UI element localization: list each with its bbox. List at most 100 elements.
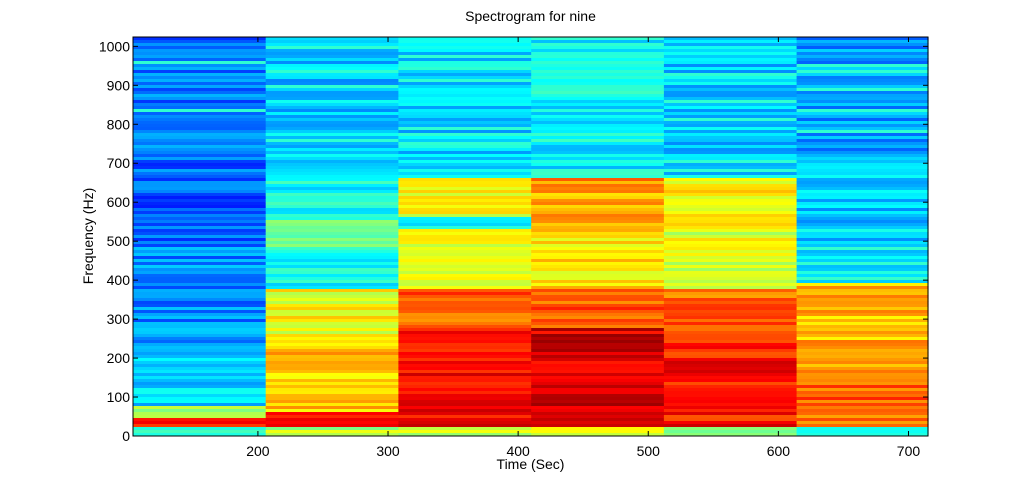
x-axis: 200 300 400 500 600 700 <box>246 37 920 459</box>
spectrogram-cell-seg5 <box>796 280 929 284</box>
spectrogram-cell-seg3 <box>531 298 665 302</box>
spectrogram-cell-seg1 <box>265 232 399 236</box>
spectrogram-cell-seg2 <box>398 70 532 74</box>
spectrogram-cell-seg5 <box>796 37 929 41</box>
spectrogram-cell-seg0 <box>133 148 267 152</box>
spectrogram-cell-seg4 <box>663 394 798 398</box>
spectrogram-cell-seg4 <box>663 199 798 203</box>
spectrogram-cell-seg4 <box>663 226 798 230</box>
spectrogram-cell-seg2 <box>398 211 532 215</box>
spectrogram-cell-seg2 <box>398 376 532 380</box>
spectrogram-cell-seg1 <box>265 61 399 65</box>
spectrogram-cell-seg2 <box>398 250 532 254</box>
spectrogram-cell-seg5 <box>796 217 929 221</box>
spectrogram-cell-seg5 <box>796 112 929 116</box>
spectrogram-cell-seg2 <box>398 157 532 161</box>
spectrogram-cell-seg0 <box>133 298 267 302</box>
spectrogram-cell-seg4 <box>663 376 798 380</box>
spectrogram-cell-seg0 <box>133 46 267 50</box>
spectrogram-cell-seg1 <box>265 82 399 86</box>
spectrogram-cell-seg2 <box>398 334 532 338</box>
spectrogram-cell-seg4 <box>663 328 798 332</box>
spectrogram-cell-seg4 <box>663 235 798 239</box>
spectrogram-cell-seg1 <box>265 79 399 83</box>
spectrogram-cell-seg4 <box>663 118 798 122</box>
spectrogram-cell-seg1 <box>265 355 399 359</box>
spectrogram-cell-seg2 <box>398 112 532 116</box>
spectrogram-cell-seg4 <box>663 196 798 200</box>
spectrogram-cell-seg3 <box>531 394 665 398</box>
spectrogram-cell-seg2 <box>398 373 532 377</box>
spectrogram-cell-seg4 <box>663 112 798 116</box>
y-tick-label: 0 <box>122 428 130 444</box>
spectrogram-cell-seg0 <box>133 112 267 116</box>
spectrogram-cell-seg1 <box>265 358 399 362</box>
spectrogram-cell-seg3 <box>531 37 665 41</box>
spectrogram-cell-seg3 <box>531 400 665 404</box>
spectrogram-cell-seg5 <box>796 199 929 203</box>
spectrogram-cell-seg3 <box>531 178 665 182</box>
spectrogram-cell-seg2 <box>398 220 532 224</box>
spectrogram-cell-seg5 <box>796 364 929 368</box>
spectrogram-cell-seg2 <box>398 328 532 332</box>
spectrogram-cell-seg0 <box>133 193 267 197</box>
spectrogram-cell-seg3 <box>531 424 665 428</box>
spectrogram-cell-seg1 <box>265 328 399 332</box>
spectrogram-cell-seg5 <box>796 394 929 398</box>
spectrogram-cell-seg2 <box>398 397 532 401</box>
spectrogram-cell-seg0 <box>133 424 267 428</box>
spectrogram-cell-seg1 <box>265 115 399 119</box>
spectrogram-cell-seg1 <box>265 256 399 260</box>
spectrogram-cell-seg1 <box>265 283 399 287</box>
y-axis: 0 100 200 300 400 500 600 700 800 900 1000 <box>99 38 928 444</box>
spectrogram-cell-seg0 <box>133 172 267 176</box>
spectrogram-cell-seg1 <box>265 250 399 254</box>
spectrogram-cell-seg4 <box>663 268 798 272</box>
spectrogram-cell-seg4 <box>663 61 798 65</box>
spectrogram-cell-seg1 <box>265 325 399 329</box>
spectrogram-cell-seg1 <box>265 382 399 386</box>
spectrogram-cell-seg4 <box>663 175 798 179</box>
spectrogram-cell-seg1 <box>265 319 399 323</box>
spectrogram-cell-seg0 <box>133 367 267 371</box>
spectrogram-cell-seg3 <box>531 403 665 407</box>
spectrogram-cell-seg5 <box>796 64 929 68</box>
spectrogram-cell-seg3 <box>531 166 665 170</box>
spectrogram-cell-seg3 <box>531 79 665 83</box>
spectrogram-cell-seg0 <box>133 187 267 191</box>
spectrogram-cell-seg0 <box>133 37 267 41</box>
spectrogram-cell-seg2 <box>398 316 532 320</box>
spectrogram-cell-seg1 <box>265 238 399 242</box>
spectrogram-cell-seg3 <box>531 142 665 146</box>
spectrogram-cell-seg1 <box>265 313 399 317</box>
spectrogram-cell-seg1 <box>265 133 399 137</box>
spectrogram-cell-seg2 <box>398 199 532 203</box>
spectrogram-cell-seg2 <box>398 235 532 239</box>
spectrogram-cell-seg3 <box>531 124 665 128</box>
spectrogram-cell-seg3 <box>531 169 665 173</box>
y-tick-label: 200 <box>107 350 131 366</box>
spectrogram-cell-seg3 <box>531 130 665 134</box>
spectrogram-cell-seg2 <box>398 169 532 173</box>
spectrogram-cell-seg3 <box>531 250 665 254</box>
spectrogram-cell-seg0 <box>133 391 267 395</box>
spectrogram-cell-seg5 <box>796 229 929 233</box>
plot-frame <box>132 36 929 437</box>
spectrogram-cell-seg2 <box>398 286 532 290</box>
spectrogram-cell-seg5 <box>796 262 929 266</box>
spectrogram-cell-seg4 <box>663 232 798 236</box>
spectrogram-cell-seg2 <box>398 94 532 98</box>
spectrogram-cell-seg5 <box>796 175 929 179</box>
spectrogram-cell-seg0 <box>133 94 267 98</box>
spectrogram-cell-seg3 <box>531 418 665 422</box>
spectrogram-cell-seg5 <box>796 169 929 173</box>
spectrogram-cell-seg2 <box>398 301 532 305</box>
spectrogram-cell-seg3 <box>531 343 665 347</box>
spectrogram-cell-seg4 <box>663 388 798 392</box>
spectrogram-cell-seg4 <box>663 220 798 224</box>
spectrogram-cell-seg0 <box>133 406 267 410</box>
spectrogram-cell-seg4 <box>663 106 798 110</box>
spectrogram-cell-seg4 <box>663 190 798 194</box>
spectrogram-cell-seg1 <box>265 289 399 293</box>
spectrogram-cell-seg2 <box>398 361 532 365</box>
